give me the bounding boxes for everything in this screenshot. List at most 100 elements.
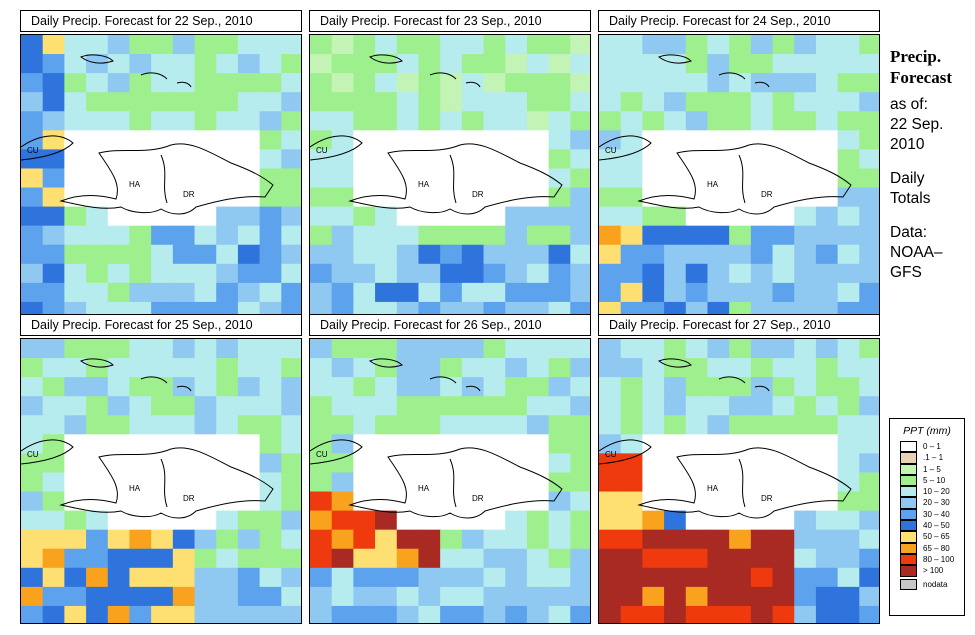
precip-cell	[729, 54, 752, 74]
precip-cell	[772, 396, 795, 416]
precip-cell	[216, 434, 239, 454]
precip-cell	[42, 358, 65, 378]
precip-cell	[310, 206, 333, 227]
precip-cell	[548, 567, 571, 588]
precip-cell	[837, 187, 860, 208]
precip-cell	[461, 567, 485, 588]
precip-cell	[794, 206, 817, 227]
jamaica-coastline	[79, 54, 114, 64]
precip-cell	[237, 510, 261, 531]
precip-cell	[599, 244, 622, 265]
legend-item: 65 – 80	[890, 542, 964, 554]
precip-cell	[461, 396, 485, 416]
precip-cell	[707, 529, 730, 550]
precip-cell	[353, 529, 376, 550]
precip-cell	[310, 586, 333, 607]
precip-cell	[461, 168, 485, 189]
precip-cell	[151, 244, 174, 265]
legend-swatch	[900, 508, 917, 521]
hispaniola-coastline	[637, 143, 852, 215]
precip-cell	[129, 339, 152, 359]
precip-cell	[685, 263, 709, 284]
precip-cell	[548, 130, 571, 150]
cuba-coastline	[599, 135, 652, 161]
precip-cell	[837, 510, 860, 531]
precip-cell	[620, 187, 643, 208]
islets-coastline	[718, 72, 770, 88]
precip-cell	[859, 434, 879, 454]
precip-cell	[815, 548, 839, 569]
precip-cell	[216, 453, 239, 474]
precip-cell	[107, 434, 131, 454]
precip-cell	[729, 282, 752, 303]
precip-cell	[42, 54, 65, 74]
precip-cell	[794, 548, 817, 569]
precip-cell	[151, 73, 174, 93]
panel-title: Daily Precip. Forecast for 25 Sep., 2010	[20, 314, 302, 336]
precip-cell	[440, 168, 463, 189]
precip-cell	[64, 263, 87, 284]
precip-cell	[548, 263, 571, 284]
precip-cell	[375, 415, 398, 435]
precip-cell	[859, 206, 879, 227]
precip-cell	[729, 434, 752, 454]
precip-cell	[815, 282, 839, 303]
precip-cell	[642, 187, 665, 208]
precip-cell	[483, 567, 506, 588]
precip-cell	[707, 73, 730, 93]
precip-cell	[772, 168, 795, 189]
precip-cell	[172, 358, 196, 378]
precip-cell	[353, 92, 376, 112]
precip-cell	[750, 263, 774, 284]
precip-cell	[837, 35, 860, 55]
precip-cell	[129, 206, 152, 227]
precip-cell	[685, 92, 709, 112]
islets-coastline	[140, 376, 192, 392]
precip-cell	[129, 548, 152, 569]
precip-cell	[505, 168, 528, 189]
precip-cell	[418, 491, 441, 512]
precip-cell	[375, 225, 398, 246]
precip-cell	[216, 358, 239, 378]
precip-cell	[685, 35, 709, 55]
precip-cell	[570, 586, 590, 607]
precip-cell	[570, 187, 590, 208]
precip-cell	[707, 472, 730, 493]
precip-cell	[461, 225, 485, 246]
precip-cell	[237, 54, 261, 74]
precip-cell	[42, 491, 65, 512]
precip-cell	[375, 187, 398, 208]
precip-cell	[375, 263, 398, 284]
forecast-info: Precip. Forecast as of: 22 Sep. 2010 Dai…	[890, 46, 972, 283]
precip-cell	[505, 73, 528, 93]
precip-cell	[64, 225, 87, 246]
precip-cell	[599, 339, 622, 359]
precip-grid: CU HA DR	[21, 339, 301, 623]
precip-cell	[620, 491, 643, 512]
precip-cell	[772, 54, 795, 74]
precip-cell	[483, 168, 506, 189]
precip-cell	[172, 377, 196, 397]
precip-cell	[396, 244, 420, 265]
precip-cell	[396, 377, 420, 397]
precip-cell	[172, 339, 196, 359]
precip-cell	[440, 54, 463, 74]
precip-cell	[331, 339, 354, 359]
precip-cell	[505, 453, 528, 474]
legend-title: PPT (mm)	[903, 425, 951, 437]
precip-cell	[685, 491, 709, 512]
precip-cell	[526, 415, 550, 435]
precip-cell	[461, 130, 485, 150]
precip-cell	[21, 187, 44, 208]
precip-cell	[642, 396, 665, 416]
precip-cell	[353, 567, 376, 588]
precip-cell	[642, 54, 665, 74]
precip-cell	[107, 35, 131, 55]
precip-cell	[750, 225, 774, 246]
precip-cell	[505, 358, 528, 378]
precip-cell	[216, 567, 239, 588]
precip-cell	[42, 339, 65, 359]
precip-cell	[505, 111, 528, 131]
precip-cell	[172, 529, 196, 550]
legend-item: 30 – 40	[890, 508, 964, 521]
